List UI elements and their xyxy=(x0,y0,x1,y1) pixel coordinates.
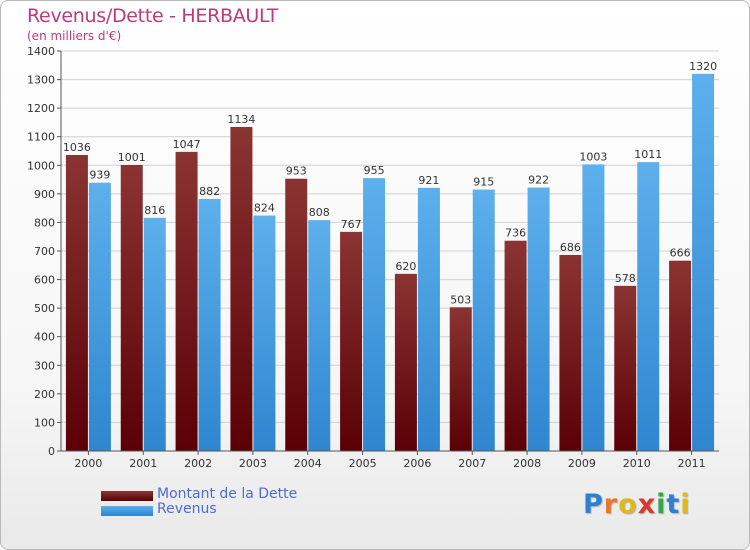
bar-revenue-2008 xyxy=(527,187,550,452)
x-tick-label: 2008 xyxy=(513,457,541,470)
x-tick-label: 2004 xyxy=(294,457,322,470)
y-tick-label: 1100 xyxy=(27,131,55,144)
data-label-revenue: 808 xyxy=(309,206,330,219)
bar-revenue-2002 xyxy=(198,199,221,451)
y-tick-label: 500 xyxy=(34,302,55,315)
logo-letter: P xyxy=(583,489,604,520)
legend-label-revenue: Revenus xyxy=(157,501,217,517)
x-tick-label: 2011 xyxy=(678,457,706,470)
data-label-debt: 686 xyxy=(560,241,581,254)
bar-revenue-2000 xyxy=(88,182,111,451)
y-tick-label: 1000 xyxy=(27,159,55,172)
data-label-debt: 503 xyxy=(450,293,471,306)
y-tick-label: 0 xyxy=(48,445,55,458)
y-tick-label: 100 xyxy=(34,416,55,429)
y-tick-label: 200 xyxy=(34,388,55,401)
data-label-debt: 767 xyxy=(341,218,362,231)
y-tick-label: 600 xyxy=(34,274,55,287)
bar-revenue-2001 xyxy=(143,217,166,451)
y-tick-label: 1400 xyxy=(27,45,55,58)
legend-swatch-revenue xyxy=(101,506,153,516)
logo-letter: r xyxy=(603,489,619,520)
data-label-revenue: 922 xyxy=(528,174,549,187)
bar-revenue-2010 xyxy=(637,162,660,451)
y-tick-label: 400 xyxy=(34,331,55,344)
data-label-revenue: 882 xyxy=(199,185,220,198)
bar-debt-2011 xyxy=(669,260,692,451)
bar-revenue-2006 xyxy=(417,187,440,451)
y-tick-label: 800 xyxy=(34,216,55,229)
bar-revenue-2004 xyxy=(308,220,331,451)
data-label-revenue: 1011 xyxy=(634,148,662,161)
x-tick-label: 2005 xyxy=(349,457,377,470)
data-label-revenue: 939 xyxy=(89,169,110,182)
data-label-debt: 1047 xyxy=(173,138,201,151)
bar-debt-2008 xyxy=(504,240,527,451)
bar-debt-2000 xyxy=(65,155,88,451)
data-label-debt: 1134 xyxy=(227,113,255,126)
chart-title: Revenus/Dette - HERBAULT xyxy=(27,5,279,27)
y-tick-label: 1200 xyxy=(27,102,55,115)
x-tick-label: 2010 xyxy=(623,457,651,470)
bar-debt-2005 xyxy=(340,231,363,451)
logo-letter: i xyxy=(656,489,667,520)
x-tick-label: 2001 xyxy=(129,457,157,470)
data-label-debt: 578 xyxy=(615,272,636,285)
data-label-debt: 736 xyxy=(505,227,526,240)
bar-debt-2010 xyxy=(614,285,637,451)
bar-revenue-2007 xyxy=(472,189,495,452)
bar-debt-2006 xyxy=(394,273,417,451)
bar-revenue-2011 xyxy=(692,73,715,451)
bar-revenue-2003 xyxy=(253,215,276,451)
bar-revenue-2005 xyxy=(363,178,386,451)
chart-subtitle: (en milliers d'€) xyxy=(27,29,122,43)
bar-debt-2007 xyxy=(449,307,472,451)
logo-letter: o xyxy=(618,489,638,520)
data-label-revenue: 1003 xyxy=(579,150,607,163)
x-tick-label: 2000 xyxy=(74,457,102,470)
proxiti-logo: Proxiti xyxy=(583,489,691,520)
x-tick-label: 2007 xyxy=(458,457,486,470)
x-tick-label: 2003 xyxy=(239,457,267,470)
bar-debt-2003 xyxy=(230,127,253,451)
x-tick-label: 2002 xyxy=(184,457,212,470)
legend-label-debt: Montant de la Dette xyxy=(157,486,298,502)
bar-debt-2009 xyxy=(559,255,582,451)
data-label-debt: 1001 xyxy=(118,151,146,164)
data-label-revenue: 1320 xyxy=(689,60,717,73)
data-label-revenue: 915 xyxy=(473,176,494,189)
data-label-revenue: 824 xyxy=(254,202,275,215)
y-tick-label: 700 xyxy=(34,245,55,258)
logo-letter: x xyxy=(637,489,657,520)
bar-debt-2002 xyxy=(175,151,198,451)
data-label-debt: 666 xyxy=(670,247,691,260)
data-label-debt: 953 xyxy=(286,165,307,178)
data-label-revenue: 921 xyxy=(418,174,439,187)
data-label-revenue: 955 xyxy=(364,164,385,177)
logo-letter: i xyxy=(680,489,691,520)
data-label-debt: 1036 xyxy=(63,141,91,154)
y-tick-label: 1300 xyxy=(27,74,55,87)
y-tick-label: 900 xyxy=(34,188,55,201)
data-label-debt: 620 xyxy=(395,260,416,273)
bar-debt-2001 xyxy=(120,165,143,451)
logo-letter: t xyxy=(666,489,681,520)
y-tick-label: 300 xyxy=(34,359,55,372)
x-tick-label: 2009 xyxy=(568,457,596,470)
data-label-revenue: 816 xyxy=(144,204,165,217)
bar-debt-2004 xyxy=(285,178,308,451)
bar-revenue-2009 xyxy=(582,164,605,451)
legend-swatch-debt xyxy=(101,491,153,501)
x-tick-label: 2006 xyxy=(403,457,431,470)
